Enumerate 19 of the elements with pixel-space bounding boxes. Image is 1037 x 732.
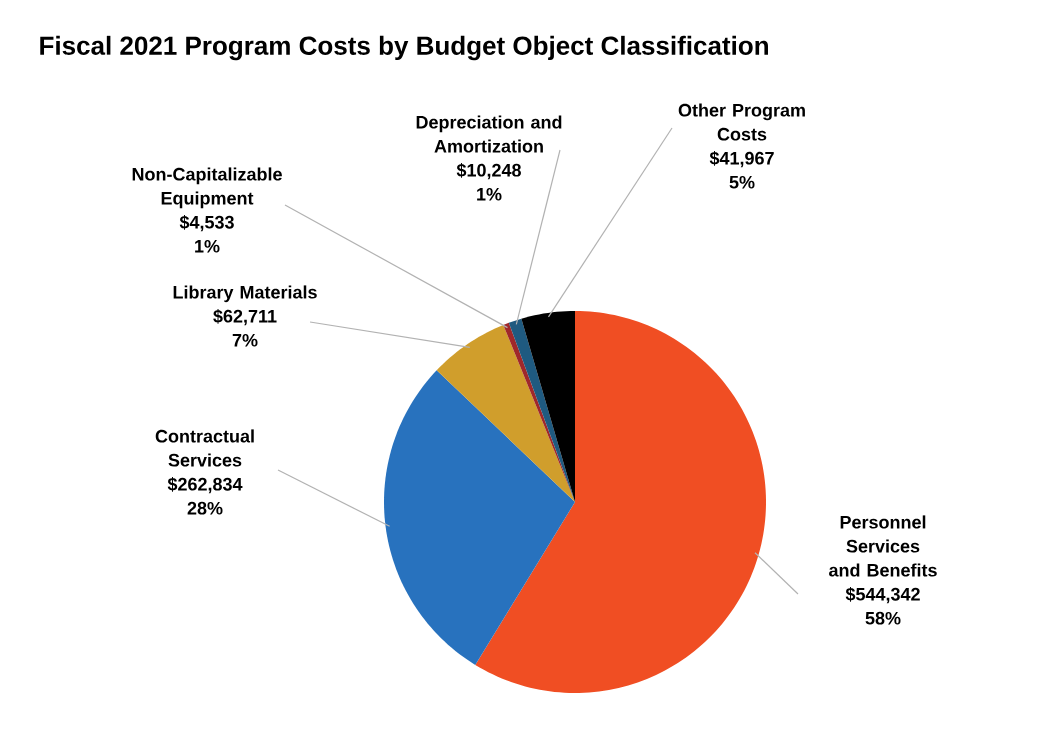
slice-label: Personnel Services and Benefits bbox=[829, 515, 937, 577]
data-label: $262,834 bbox=[167, 477, 243, 494]
slice-label: Contractual Services bbox=[155, 429, 254, 467]
slice-label: Non-Capitalizable Equipment bbox=[132, 167, 282, 209]
text: 1% bbox=[477, 187, 502, 201]
slice-label: Depreciation and Amortization bbox=[416, 115, 562, 153]
chart-title: Fiscal 2021 Program Costs by Budget Object Classification bbox=[40, 35, 768, 61]
text: 1% bbox=[195, 239, 220, 253]
data-label: $544,342 bbox=[845, 587, 920, 604]
text: 58% bbox=[865, 611, 901, 625]
slice-label: Other Program Costs bbox=[678, 103, 805, 141]
data-label: $62,711 bbox=[213, 309, 277, 326]
text: 7% bbox=[232, 333, 258, 347]
text: 5% bbox=[729, 175, 755, 189]
slice-label: Library Materials bbox=[173, 285, 317, 303]
data-label: $41,967 bbox=[709, 151, 774, 168]
text: 28% bbox=[187, 501, 223, 515]
data-label: $4,533 bbox=[179, 215, 234, 232]
data-label: $10,248 bbox=[456, 163, 521, 180]
